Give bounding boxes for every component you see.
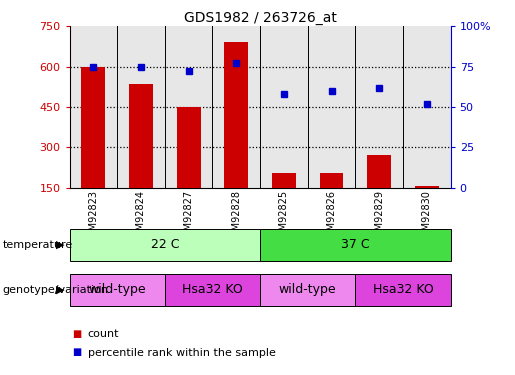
Text: ▶: ▶ xyxy=(56,285,64,295)
Bar xyxy=(165,274,260,306)
Text: ▶: ▶ xyxy=(56,240,64,250)
Bar xyxy=(129,84,153,188)
Bar xyxy=(260,26,308,188)
Bar xyxy=(177,107,200,188)
Text: Hsa32 KO: Hsa32 KO xyxy=(373,283,433,296)
Bar xyxy=(70,229,260,261)
Text: 37 C: 37 C xyxy=(341,238,370,251)
Bar xyxy=(70,274,165,306)
Bar xyxy=(403,26,451,188)
Bar xyxy=(70,26,117,188)
Title: GDS1982 / 263726_at: GDS1982 / 263726_at xyxy=(184,11,336,25)
Bar xyxy=(225,42,248,188)
Text: temperature: temperature xyxy=(3,240,73,250)
Bar xyxy=(81,67,105,188)
Bar xyxy=(415,186,439,188)
Text: wild-type: wild-type xyxy=(279,283,336,296)
Bar xyxy=(355,26,403,188)
Text: ■: ■ xyxy=(72,348,81,357)
Bar xyxy=(260,229,451,261)
Bar xyxy=(307,26,355,188)
Bar xyxy=(272,173,296,188)
Text: Hsa32 KO: Hsa32 KO xyxy=(182,283,243,296)
Bar xyxy=(212,26,260,188)
Bar xyxy=(165,26,212,188)
Bar xyxy=(320,173,344,188)
Bar xyxy=(260,274,355,306)
Bar xyxy=(355,274,451,306)
Text: genotype/variation: genotype/variation xyxy=(3,285,109,295)
Text: ■: ■ xyxy=(72,329,81,339)
Text: wild-type: wild-type xyxy=(89,283,146,296)
Text: count: count xyxy=(88,329,119,339)
Text: 22 C: 22 C xyxy=(150,238,179,251)
Text: percentile rank within the sample: percentile rank within the sample xyxy=(88,348,276,357)
Bar xyxy=(367,155,391,188)
Bar xyxy=(117,26,165,188)
